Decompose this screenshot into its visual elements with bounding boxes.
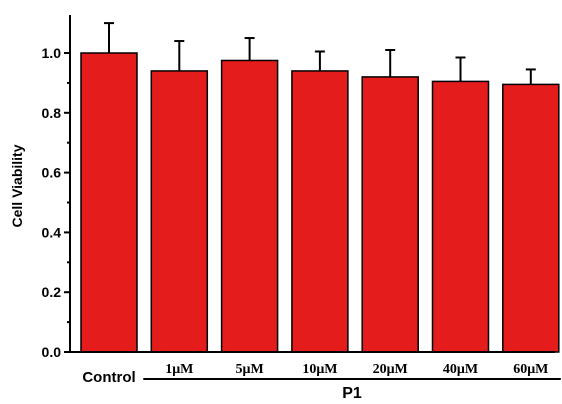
bar	[502, 83, 560, 353]
y-tick-label: 0.6	[42, 165, 62, 181]
y-axis-ticks: 0.0 0.2 0.4 0.6 0.8 1.0	[42, 45, 70, 360]
y-tick-label: 1.0	[42, 45, 62, 61]
y-axis-title: Cell Viability	[9, 144, 25, 227]
bar	[291, 70, 349, 353]
bar	[361, 76, 419, 353]
x-tick-label: 40μM	[443, 362, 478, 377]
y-tick-label: 0.0	[42, 344, 62, 360]
x-tick-label: 60μM	[513, 362, 548, 377]
error-bars	[104, 22, 536, 85]
y-tick-label: 0.8	[42, 105, 62, 121]
group-label: P1	[342, 385, 362, 402]
bar	[220, 59, 279, 353]
x-tick-label: 5μM	[236, 362, 264, 377]
x-tick-label: 10μM	[302, 362, 337, 377]
x-axis-labels: Control 1μM 5μM 10μM 20μM 40μM 60μM	[82, 362, 548, 386]
control-label: Control	[82, 369, 135, 386]
bars	[80, 52, 560, 353]
y-tick-label: 0.4	[42, 224, 62, 240]
y-tick-label: 0.2	[42, 284, 62, 300]
x-tick-label: 1μM	[165, 362, 193, 377]
x-tick-label: 20μM	[373, 362, 408, 377]
bar	[431, 80, 490, 353]
bar	[150, 70, 209, 353]
bar	[80, 52, 138, 353]
